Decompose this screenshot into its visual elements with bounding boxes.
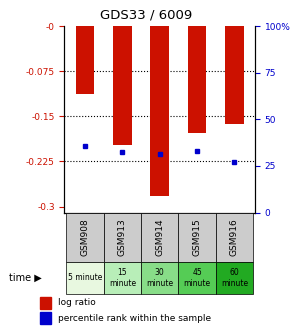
FancyBboxPatch shape	[216, 213, 253, 262]
Bar	[113, 26, 132, 145]
Bar	[188, 26, 206, 132]
Text: GSM914: GSM914	[155, 218, 164, 256]
FancyBboxPatch shape	[216, 262, 253, 294]
Text: 5 minute: 5 minute	[68, 273, 102, 283]
Bar	[40, 312, 51, 324]
Text: time ▶: time ▶	[9, 273, 42, 283]
Bar	[76, 26, 94, 94]
Text: percentile rank within the sample: percentile rank within the sample	[58, 314, 211, 323]
Text: 15
minute: 15 minute	[109, 268, 136, 288]
Text: GSM915: GSM915	[193, 218, 202, 256]
FancyBboxPatch shape	[141, 213, 178, 262]
FancyBboxPatch shape	[66, 213, 104, 262]
Text: 60
minute: 60 minute	[221, 268, 248, 288]
FancyBboxPatch shape	[141, 262, 178, 294]
Bar	[225, 26, 244, 124]
Bar	[40, 297, 51, 309]
FancyBboxPatch shape	[178, 213, 216, 262]
Bar	[150, 26, 169, 196]
Text: 30
minute: 30 minute	[146, 268, 173, 288]
Text: GSM908: GSM908	[81, 218, 89, 256]
FancyBboxPatch shape	[178, 262, 216, 294]
Text: GSM913: GSM913	[118, 218, 127, 256]
Text: GSM916: GSM916	[230, 218, 239, 256]
Text: 45
minute: 45 minute	[183, 268, 211, 288]
Text: log ratio: log ratio	[58, 298, 96, 307]
FancyBboxPatch shape	[104, 262, 141, 294]
FancyBboxPatch shape	[66, 262, 104, 294]
FancyBboxPatch shape	[104, 213, 141, 262]
Text: GDS33 / 6009: GDS33 / 6009	[100, 8, 193, 21]
